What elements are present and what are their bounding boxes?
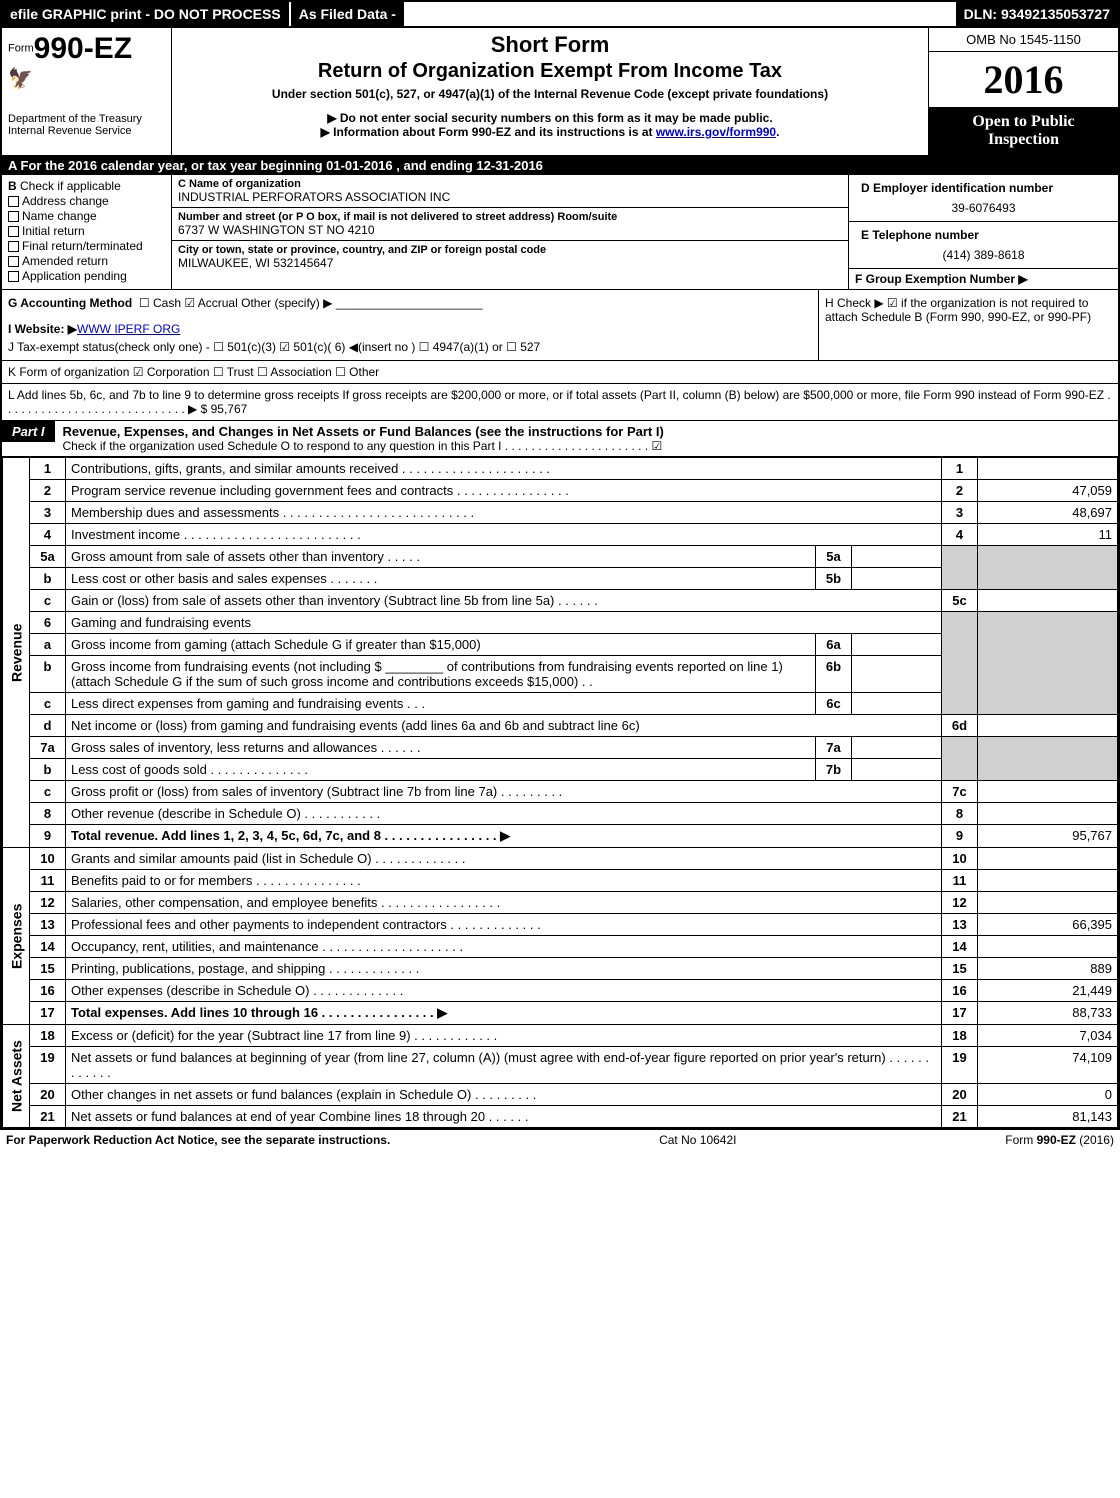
note1: ▶ Do not enter social security numbers o… xyxy=(180,111,920,125)
address-column: C Name of organization INDUSTRIAL PERFOR… xyxy=(172,175,848,289)
chk-application-pending[interactable]: Application pending xyxy=(8,269,165,283)
dept-line2: Internal Revenue Service xyxy=(8,125,165,137)
form-number: Form990-EZ xyxy=(8,32,165,66)
l-row: L Add lines 5b, 6c, and 7b to line 9 to … xyxy=(2,384,1118,421)
part1-title: Revenue, Expenses, and Changes in Net As… xyxy=(55,421,1118,456)
website-link[interactable]: WWW IPERF ORG xyxy=(77,322,180,336)
dept-line1: Department of the Treasury xyxy=(8,113,165,125)
note2: ▶ Information about Form 990-EZ and its … xyxy=(180,125,920,139)
efile-label: efile GRAPHIC print - DO NOT PROCESS xyxy=(2,2,289,26)
chk-address-change[interactable]: Address change xyxy=(8,194,165,208)
subtitle: Under section 501(c), 527, or 4947(a)(1)… xyxy=(180,87,920,101)
check-header: B Check if applicable xyxy=(8,179,165,193)
footer-mid: Cat No 10642I xyxy=(659,1133,736,1147)
chk-amended-return[interactable]: Amended return xyxy=(8,254,165,268)
k-row: K Form of organization ☑ Corporation ☐ T… xyxy=(2,361,1118,384)
info-grid: B Check if applicable Address change Nam… xyxy=(2,175,1118,290)
part1-label: Part I xyxy=(2,421,55,442)
tax-exempt-status: J Tax-exempt status(check only one) - ☐ … xyxy=(8,340,812,354)
asfiled-label: As Filed Data - xyxy=(289,2,404,26)
footer-right: Form 990-EZ (2016) xyxy=(1005,1133,1114,1147)
title-column: Short Form Return of Organization Exempt… xyxy=(172,28,928,155)
right-info: D Employer identification number 39-6076… xyxy=(848,175,1118,289)
part1-table: Revenue 1 Contributions, gifts, grants, … xyxy=(2,457,1118,1128)
footer-left: For Paperwork Reduction Act Notice, see … xyxy=(6,1133,390,1147)
group-exemption: F Group Exemption Number ▶ xyxy=(849,269,1118,289)
open-public: Open to Public Inspection xyxy=(929,107,1118,155)
street-row: Number and street (or P O box, if mail i… xyxy=(172,208,848,241)
dln-label: DLN: 93492135053727 xyxy=(956,2,1118,26)
phone-block: E Telephone number (414) 389-8618 xyxy=(849,222,1118,269)
header-row: Form990-EZ 🦅 Department of the Treasury … xyxy=(2,28,1118,156)
form-page: efile GRAPHIC print - DO NOT PROCESS As … xyxy=(0,0,1120,1130)
city-row: City or town, state or province, country… xyxy=(172,241,848,273)
omb-number: OMB No 1545-1150 xyxy=(929,28,1118,52)
city: MILWAUKEE, WI 532145647 xyxy=(178,256,842,270)
h-check: H Check ▶ ☑ if the organization is not r… xyxy=(818,290,1118,360)
top-spacer xyxy=(404,2,956,26)
ein: 39-6076493 xyxy=(855,198,1112,218)
chk-initial-return[interactable]: Initial return xyxy=(8,224,165,238)
accounting-left: G Accounting Method ☐ Cash ☑ Accrual Oth… xyxy=(2,290,818,360)
accounting-row: G Accounting Method ☐ Cash ☑ Accrual Oth… xyxy=(2,290,1118,361)
check-column: B Check if applicable Address change Nam… xyxy=(2,175,172,289)
section-a-bar: A For the 2016 calendar year, or tax yea… xyxy=(2,156,1118,175)
ein-block: D Employer identification number 39-6076… xyxy=(849,175,1118,222)
expenses-side: Expenses xyxy=(3,848,30,1025)
top-bar: efile GRAPHIC print - DO NOT PROCESS As … xyxy=(2,2,1118,28)
eagle-icon: 🦅 xyxy=(8,66,165,91)
irs-link[interactable]: www.irs.gov/form990 xyxy=(656,125,776,139)
chk-name-change[interactable]: Name change xyxy=(8,209,165,223)
chk-final-return[interactable]: Final return/terminated xyxy=(8,239,165,253)
form-column: Form990-EZ 🦅 Department of the Treasury … xyxy=(2,28,172,155)
netassets-side: Net Assets xyxy=(3,1025,30,1128)
phone: (414) 389-8618 xyxy=(855,245,1112,265)
footer: For Paperwork Reduction Act Notice, see … xyxy=(0,1130,1120,1150)
tax-year: 2016 xyxy=(929,52,1118,107)
org-name-row: C Name of organization INDUSTRIAL PERFOR… xyxy=(172,175,848,208)
part1-header: Part I Revenue, Expenses, and Changes in… xyxy=(2,421,1118,457)
right-column: OMB No 1545-1150 2016 Open to Public Ins… xyxy=(928,28,1118,155)
main-title: Return of Organization Exempt From Incom… xyxy=(180,60,920,83)
street: 6737 W WASHINGTON ST NO 4210 xyxy=(178,223,842,237)
short-form-title: Short Form xyxy=(180,32,920,58)
revenue-side: Revenue xyxy=(3,458,30,848)
org-name: INDUSTRIAL PERFORATORS ASSOCIATION INC xyxy=(178,190,842,204)
